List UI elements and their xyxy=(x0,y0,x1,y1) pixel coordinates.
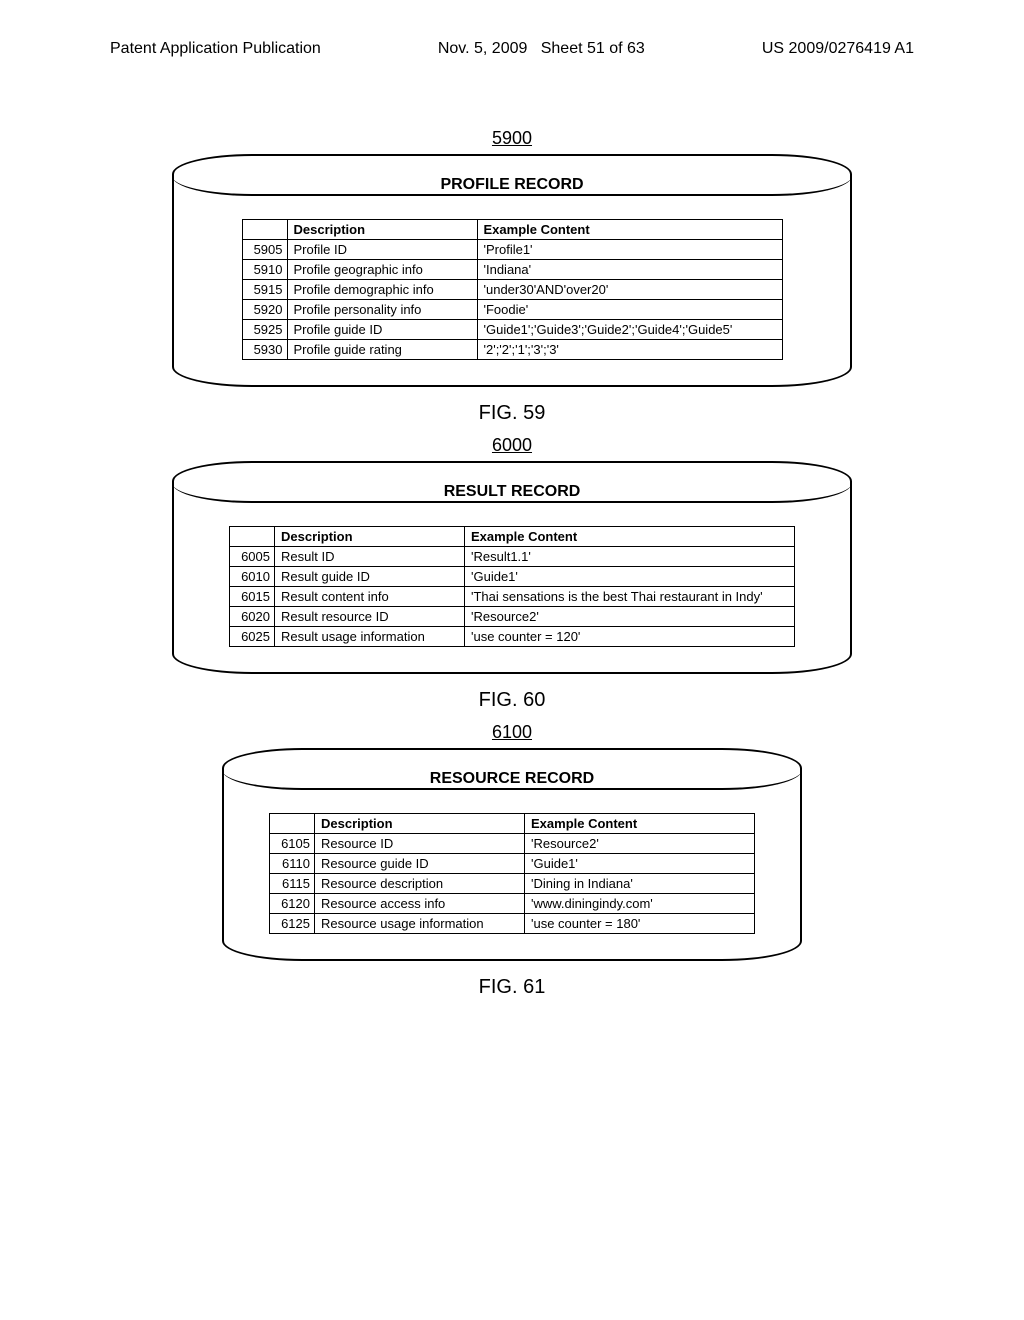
profile-record-frame: PROFILE RECORD Description Example Conte… xyxy=(172,154,852,387)
resource-record-table: Description Example Content 6105Resource… xyxy=(269,813,755,934)
figure-number-5900: 5900 xyxy=(110,128,914,149)
table-row: 6005Result ID'Result1.1' xyxy=(230,547,795,567)
profile-record-container: PROFILE RECORD Description Example Conte… xyxy=(172,154,852,387)
table-row: 6125Resource usage information'use count… xyxy=(270,914,755,934)
main-content: 5900 PROFILE RECORD Description Example … xyxy=(0,128,1024,999)
table-row: 5905Profile ID'Profile1' xyxy=(242,240,782,260)
table-row: 6115Resource description'Dining in India… xyxy=(270,874,755,894)
col-content-header: Example Content xyxy=(465,527,795,547)
table-row: 5920Profile personality info'Foodie' xyxy=(242,300,782,320)
header-patent-number: US 2009/0276419 A1 xyxy=(762,40,914,58)
result-record-frame: RESULT RECORD Description Example Conten… xyxy=(172,461,852,674)
table-row: 5910Profile geographic info'Indiana' xyxy=(242,260,782,280)
resource-record-title: RESOURCE RECORD xyxy=(254,770,770,788)
profile-record-title: PROFILE RECORD xyxy=(204,176,820,194)
result-record-table: Description Example Content 6005Result I… xyxy=(229,526,795,647)
table-row: 5925Profile guide ID'Guide1';'Guide3';'G… xyxy=(242,320,782,340)
result-record-title: RESULT RECORD xyxy=(204,483,820,501)
header-publication: Patent Application Publication xyxy=(110,40,321,58)
table-row: 6025Result usage information'use counter… xyxy=(230,627,795,647)
figure-number-6000: 6000 xyxy=(110,435,914,456)
figure-label-60: FIG. 60 xyxy=(110,689,914,712)
table-row: 5930Profile guide rating'2';'2';'1';'3';… xyxy=(242,340,782,360)
table-row: 6120Resource access info'www.diningindy.… xyxy=(270,894,755,914)
profile-record-table: Description Example Content 5905Profile … xyxy=(242,219,783,360)
table-header-row: Description Example Content xyxy=(242,220,782,240)
table-row: 6020Result resource ID'Resource2' xyxy=(230,607,795,627)
col-desc-header: Description xyxy=(315,814,525,834)
table-header-row: Description Example Content xyxy=(270,814,755,834)
col-desc-header: Description xyxy=(275,527,465,547)
table-header-row: Description Example Content xyxy=(230,527,795,547)
figure-label-59: FIG. 59 xyxy=(110,402,914,425)
result-record-container: RESULT RECORD Description Example Conten… xyxy=(172,461,852,674)
table-row: 6105Resource ID'Resource2' xyxy=(270,834,755,854)
resource-record-container: RESOURCE RECORD Description Example Cont… xyxy=(222,748,802,961)
table-row: 6110Resource guide ID'Guide1' xyxy=(270,854,755,874)
table-row: 6010Result guide ID'Guide1' xyxy=(230,567,795,587)
figure-label-61: FIG. 61 xyxy=(110,976,914,999)
col-desc-header: Description xyxy=(287,220,477,240)
table-row: 6015Result content info'Thai sensations … xyxy=(230,587,795,607)
col-content-header: Example Content xyxy=(525,814,755,834)
col-content-header: Example Content xyxy=(477,220,782,240)
col-id-header xyxy=(242,220,287,240)
col-id-header xyxy=(230,527,275,547)
page-header: Patent Application Publication Nov. 5, 2… xyxy=(0,0,1024,78)
table-row: 5915Profile demographic info'under30'AND… xyxy=(242,280,782,300)
col-id-header xyxy=(270,814,315,834)
figure-number-6100: 6100 xyxy=(110,722,914,743)
header-date-sheet: Nov. 5, 2009 Sheet 51 of 63 xyxy=(438,40,645,58)
resource-record-frame: RESOURCE RECORD Description Example Cont… xyxy=(222,748,802,961)
